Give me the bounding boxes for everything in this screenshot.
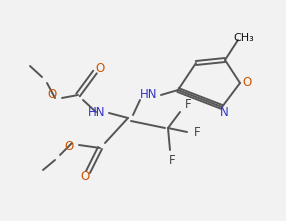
Text: O: O xyxy=(47,88,57,101)
Text: O: O xyxy=(64,141,74,154)
Text: CH₃: CH₃ xyxy=(234,33,254,43)
Text: O: O xyxy=(242,76,252,90)
Text: O: O xyxy=(80,170,90,183)
Text: HN: HN xyxy=(88,105,106,118)
Text: O: O xyxy=(95,63,105,76)
Text: N: N xyxy=(220,105,229,118)
Text: F: F xyxy=(194,126,200,139)
Text: F: F xyxy=(185,99,191,112)
Text: F: F xyxy=(169,154,175,168)
Text: HN: HN xyxy=(140,88,158,101)
